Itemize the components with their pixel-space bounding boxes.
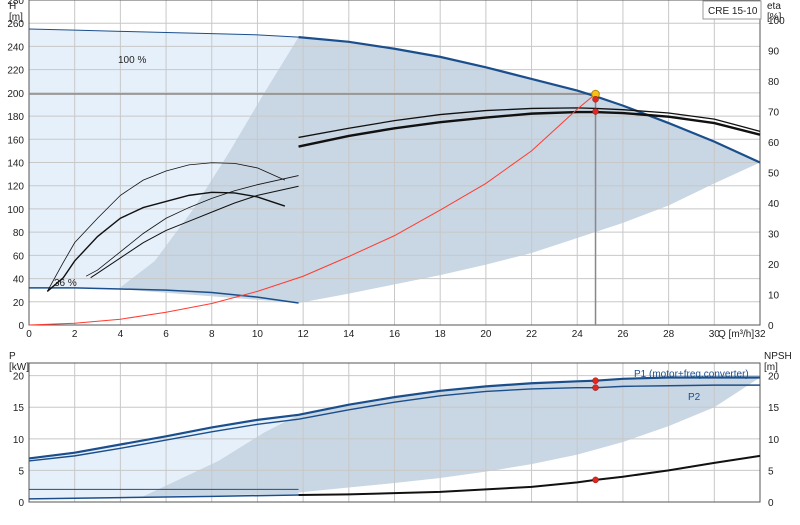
y-right-tick-label: 90 <box>768 47 780 58</box>
top-y-right-unit: [%] <box>767 12 782 23</box>
npsh-curve-low <box>28 494 299 500</box>
x-tick-label: 30 <box>709 329 721 340</box>
npsh-tick-label: 15 <box>768 403 780 414</box>
npsh-tick-label: 10 <box>768 435 780 446</box>
p-tick-label: 15 <box>13 403 25 414</box>
p2-marker <box>592 384 599 391</box>
y-left-tick-label: 20 <box>13 298 25 309</box>
annotation-36-percent: 36 % <box>54 278 77 289</box>
y-left-tick-label: 280 <box>7 0 24 7</box>
eta-speed-a-curve <box>85 175 299 277</box>
x-tick-label: 14 <box>343 329 355 340</box>
x-tick-label: 32 <box>754 329 766 340</box>
plot-layers <box>28 0 761 503</box>
npsh-marker <box>592 476 599 484</box>
eta-low-outer-curve <box>46 162 286 292</box>
y-left-tick-label: 220 <box>7 66 24 77</box>
annotation-100-percent: 100 % <box>118 55 146 66</box>
x-tick-label: 16 <box>389 329 401 340</box>
eta-max-curve <box>298 107 761 139</box>
legend-p1: P1 (motor+freq.converter) <box>634 369 749 380</box>
bottom-area-dark-wedge <box>143 414 299 497</box>
y-left-tick-label: 80 <box>13 228 25 239</box>
eta-low-inner-curve <box>46 191 286 292</box>
y-right-tick-label: 60 <box>768 138 780 149</box>
eta-speed-b-curve <box>90 185 299 279</box>
y-left-tick-label: 60 <box>13 251 25 262</box>
p1-marker <box>592 377 599 384</box>
x-tick-label: 0 <box>26 329 32 340</box>
npsh-tick-label: 5 <box>768 466 774 477</box>
legend-p2: P2 <box>688 392 701 403</box>
y-left-tick-label: 140 <box>7 159 24 170</box>
y-left-tick-label: 120 <box>7 182 24 193</box>
y-left-tick-label: 260 <box>7 19 24 30</box>
h-max-curve <box>298 36 761 164</box>
model-label: CRE 15-10 <box>702 0 762 20</box>
top-area-dark-wedge <box>118 37 299 303</box>
y-left-tick-label: 0 <box>18 321 24 332</box>
y-right-tick-label: 0 <box>768 321 774 332</box>
npsh-tick-label: 20 <box>768 372 780 383</box>
p-tick-label: 0 <box>18 498 24 509</box>
curves <box>28 28 761 500</box>
bottom-y-left-label: P <box>9 351 16 362</box>
y-left-tick-label: 200 <box>7 89 24 100</box>
y-left-tick-label: 100 <box>7 205 24 216</box>
top-y-left-unit: [m] <box>9 12 23 23</box>
y-right-tick-label: 80 <box>768 77 780 88</box>
x-tick-label: 22 <box>526 329 538 340</box>
model-label-text: CRE 15-10 <box>708 6 758 17</box>
x-tick-label: 18 <box>435 329 447 340</box>
y-right-tick-label: 50 <box>768 169 780 180</box>
y-right-tick-label: 10 <box>768 291 780 302</box>
eta-b-marker <box>592 108 599 115</box>
p1-curve <box>28 376 760 460</box>
p-tick-label: 20 <box>13 372 25 383</box>
x-tick-label: 24 <box>572 329 584 340</box>
bottom-y-right-unit: [m] <box>764 362 778 373</box>
x-tick-label: 20 <box>480 329 492 340</box>
top-x-label: Q [m³/h] <box>718 329 754 340</box>
y-right-tick-label: 40 <box>768 199 780 210</box>
bottom-y-right-label: NPSH <box>764 351 792 362</box>
top-y-right-label: eta <box>767 1 781 12</box>
x-tick-label: 10 <box>252 329 264 340</box>
h-max-curve-thin <box>28 28 299 38</box>
y-left-tick-label: 40 <box>13 275 25 286</box>
p-tick-label: 10 <box>13 435 25 446</box>
tick-labels: 0 2 4 6 8 10 12 14 16 18 20 22 24 26 28 30 3202040608010… <box>7 0 785 509</box>
npsh-tick-label: 0 <box>768 498 774 509</box>
top-area-dark <box>298 37 760 303</box>
y-left-tick-label: 160 <box>7 135 24 146</box>
x-tick-label: 6 <box>163 329 169 340</box>
x-tick-label: 28 <box>663 329 675 340</box>
npsh-curve <box>298 454 761 497</box>
y-left-tick-label: 240 <box>7 42 24 53</box>
p-tick-label: 5 <box>18 466 24 477</box>
x-tick-label: 26 <box>617 329 629 340</box>
y-left-tick-label: 180 <box>7 112 24 123</box>
x-tick-label: 8 <box>209 329 215 340</box>
top-y-left-label: H <box>9 1 16 12</box>
x-tick-label: 4 <box>118 329 124 340</box>
eta-a-marker <box>592 96 599 103</box>
x-tick-label: 12 <box>298 329 310 340</box>
p2-curve <box>28 384 760 462</box>
bottom-frame <box>28 362 761 503</box>
bottom-area-dark <box>298 377 760 493</box>
x-tick-label: 2 <box>72 329 78 340</box>
eta-system-curve <box>298 110 761 148</box>
y-right-tick-label: 100 <box>768 16 785 27</box>
y-right-tick-label: 30 <box>768 230 780 241</box>
system-curve <box>28 93 596 326</box>
h-min-curve <box>29 287 299 304</box>
y-right-tick-label: 70 <box>768 108 780 119</box>
grid <box>28 0 761 503</box>
y-right-tick-label: 20 <box>768 260 780 271</box>
bottom-y-left-unit: [kW] <box>9 362 29 373</box>
